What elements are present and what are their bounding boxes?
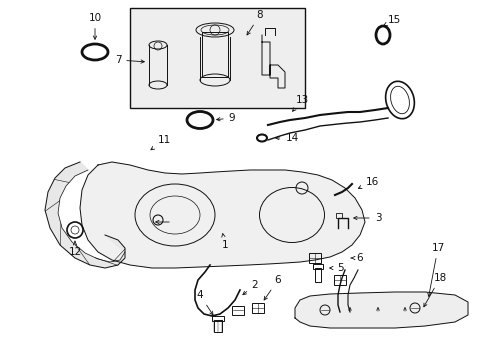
Bar	[202, 32, 227, 77]
Text: 18: 18	[423, 273, 446, 307]
Text: 12: 12	[68, 241, 81, 257]
Text: 7: 7	[115, 55, 144, 65]
Bar	[333, 275, 346, 285]
Text: 15: 15	[383, 15, 400, 26]
Text: 5: 5	[329, 263, 343, 273]
Text: 9: 9	[216, 113, 235, 123]
Text: 4: 4	[196, 290, 213, 315]
Bar	[212, 316, 224, 321]
Polygon shape	[45, 162, 125, 268]
Text: 3: 3	[353, 213, 381, 223]
Text: 16: 16	[358, 177, 378, 189]
Text: 6: 6	[350, 253, 363, 263]
Polygon shape	[294, 292, 467, 328]
Bar	[308, 253, 320, 263]
Text: 6: 6	[264, 275, 281, 300]
Text: 8: 8	[246, 10, 263, 35]
Text: 10: 10	[88, 13, 102, 39]
Text: 11: 11	[151, 135, 170, 150]
Text: 13: 13	[292, 95, 308, 111]
Text: 17: 17	[427, 243, 444, 296]
Bar	[335, 213, 341, 218]
Bar	[214, 320, 222, 332]
Text: 2: 2	[243, 280, 258, 295]
Bar	[231, 306, 244, 315]
Text: 14: 14	[275, 133, 298, 143]
Polygon shape	[80, 162, 364, 268]
Bar	[312, 264, 323, 269]
Bar	[251, 303, 264, 313]
Bar	[130, 8, 305, 108]
Text: 1: 1	[221, 234, 228, 250]
Bar	[314, 268, 320, 282]
